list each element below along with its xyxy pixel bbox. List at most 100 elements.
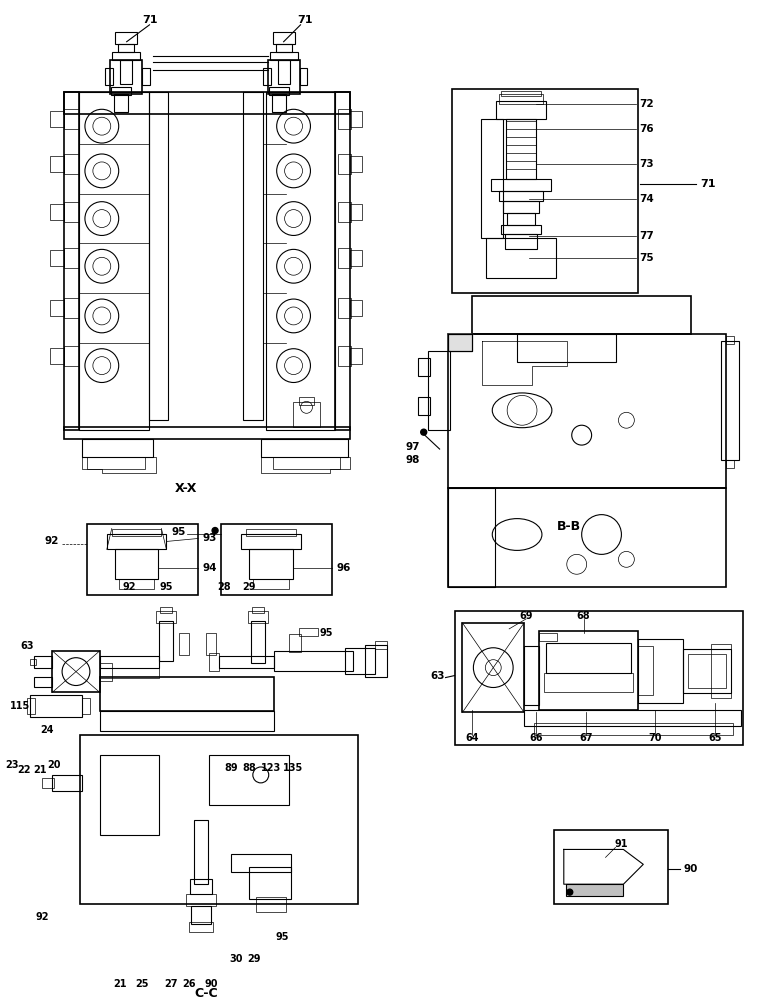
Bar	[27, 698, 35, 714]
Text: 70: 70	[648, 733, 662, 743]
Bar	[100, 668, 160, 678]
Bar	[448, 488, 496, 587]
Bar	[503, 201, 539, 213]
Text: 89: 89	[224, 763, 238, 773]
Bar	[82, 439, 154, 457]
Bar	[115, 32, 137, 44]
Bar	[87, 524, 198, 595]
Bar	[350, 300, 362, 316]
Bar	[565, 884, 623, 896]
Bar	[269, 87, 289, 95]
Bar	[100, 656, 160, 668]
Bar	[273, 457, 340, 469]
Text: C-C: C-C	[195, 987, 218, 1000]
Bar	[506, 119, 536, 179]
Bar	[111, 87, 131, 95]
Bar	[501, 91, 541, 96]
Bar	[141, 68, 150, 85]
Bar	[190, 879, 212, 894]
Bar	[100, 755, 160, 835]
Bar	[112, 529, 161, 536]
Text: 72: 72	[639, 99, 654, 109]
Bar	[64, 427, 350, 439]
Bar	[491, 179, 551, 191]
Bar	[338, 248, 351, 268]
Bar	[80, 735, 358, 904]
Text: 30: 30	[230, 954, 242, 964]
Text: 76: 76	[639, 124, 654, 134]
Bar	[350, 250, 362, 266]
Bar	[160, 621, 173, 661]
Bar	[50, 250, 64, 266]
Text: 95: 95	[172, 527, 186, 537]
Text: 71: 71	[142, 15, 157, 25]
Bar	[105, 68, 112, 85]
Bar	[299, 68, 308, 85]
Text: 74: 74	[639, 194, 654, 204]
Bar	[505, 234, 537, 249]
Bar	[338, 346, 351, 366]
Bar	[253, 579, 289, 589]
Bar	[100, 711, 274, 731]
Bar	[189, 922, 213, 932]
Bar	[463, 623, 524, 712]
Bar	[524, 710, 741, 726]
Bar	[219, 656, 274, 668]
Bar	[375, 641, 387, 649]
Bar	[50, 111, 64, 127]
Bar	[524, 646, 539, 705]
Bar	[338, 154, 351, 174]
Bar	[266, 92, 335, 430]
Text: 71: 71	[298, 15, 313, 25]
Text: 63: 63	[430, 671, 445, 681]
Text: 98: 98	[405, 455, 420, 465]
Bar	[100, 663, 112, 681]
Text: 63: 63	[21, 641, 34, 651]
Text: 92: 92	[45, 536, 59, 546]
Bar	[261, 439, 348, 457]
Text: X-X: X-X	[175, 482, 198, 495]
Bar	[87, 457, 144, 469]
Bar	[64, 109, 79, 129]
Bar	[448, 334, 473, 351]
Bar	[418, 358, 429, 376]
Text: 64: 64	[466, 733, 479, 743]
Bar	[195, 820, 208, 884]
Text: 123: 123	[261, 763, 281, 773]
Bar	[448, 334, 726, 488]
Text: 94: 94	[202, 563, 217, 573]
Bar	[418, 397, 429, 415]
Bar	[157, 611, 176, 623]
Bar	[64, 248, 79, 268]
Bar	[30, 659, 36, 665]
Bar	[115, 549, 158, 579]
Bar	[451, 89, 638, 293]
Bar	[507, 213, 535, 225]
Bar	[252, 607, 264, 613]
Bar	[50, 300, 64, 316]
Text: 135: 135	[283, 763, 302, 773]
Bar	[289, 634, 300, 652]
Text: 26: 26	[182, 979, 196, 989]
Bar	[118, 44, 134, 52]
Bar	[30, 695, 82, 717]
Bar	[206, 633, 216, 655]
Bar	[638, 646, 653, 695]
Text: 68: 68	[577, 611, 591, 621]
Bar	[186, 894, 216, 906]
Bar	[249, 549, 293, 579]
Bar	[270, 52, 297, 60]
Bar	[428, 351, 450, 430]
Text: 27: 27	[165, 979, 178, 989]
Bar	[481, 119, 503, 238]
Bar	[112, 52, 140, 60]
Bar	[52, 651, 100, 692]
Bar	[179, 633, 189, 655]
Bar	[64, 92, 79, 430]
Text: 90: 90	[204, 979, 218, 989]
Bar	[109, 60, 141, 94]
Text: 92: 92	[36, 912, 49, 922]
Bar	[338, 202, 351, 222]
Bar	[50, 156, 64, 172]
Bar	[350, 204, 362, 220]
